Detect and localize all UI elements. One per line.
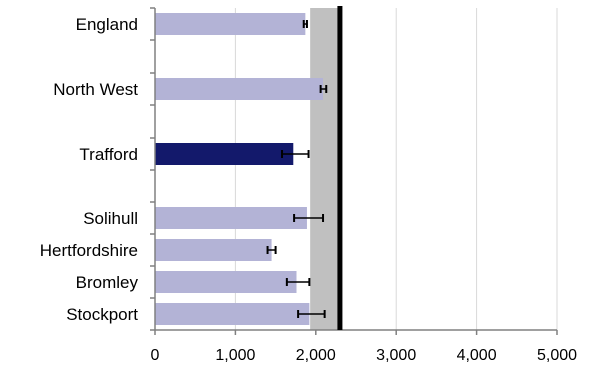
axes xyxy=(150,7,558,335)
error-bar-bromley xyxy=(285,278,311,286)
category-label-england: England xyxy=(76,15,138,34)
bar-north-west xyxy=(155,78,324,100)
tick-labels: 0 1,000 2,000 3,000 4,000 5,000 xyxy=(151,347,578,364)
x-tick-label-0: 0 xyxy=(151,347,160,364)
error-bar-trafford xyxy=(281,150,310,158)
bar-england xyxy=(155,13,306,35)
error-bar-hertfordshire xyxy=(266,246,277,254)
x-tick-label-5000: 5,000 xyxy=(537,347,577,364)
error-bar-solihull xyxy=(293,214,325,222)
category-label-hertfordshire: Hertfordshire xyxy=(40,241,138,260)
reference-band-group xyxy=(310,8,340,330)
error-bar-england xyxy=(302,20,308,28)
x-tick-label-1000: 1,000 xyxy=(215,347,255,364)
reference-band xyxy=(310,8,340,330)
error-bar-north-west xyxy=(319,85,328,93)
bar-trafford xyxy=(155,143,294,165)
error-bars-group xyxy=(266,20,328,318)
x-tick-label-2000: 2,000 xyxy=(296,347,336,364)
bar-bromley xyxy=(155,271,297,293)
error-bar-stockport xyxy=(297,310,326,318)
category-label-bromley: Bromley xyxy=(76,273,139,292)
bar-stockport xyxy=(155,303,310,325)
bar-hertfordshire xyxy=(155,239,272,261)
category-label-trafford: Trafford xyxy=(79,145,138,164)
category-label-stockport: Stockport xyxy=(66,305,138,324)
x-tick-label-3000: 3,000 xyxy=(376,347,416,364)
category-labels: England North West Trafford Solihull Hertfor… xyxy=(40,15,139,324)
category-label-solihull: Solihull xyxy=(83,209,138,228)
x-tick-label-4000: 4,000 xyxy=(457,347,497,364)
bars-group xyxy=(155,13,324,325)
category-label-north-west: North West xyxy=(53,80,138,99)
bar-solihull xyxy=(155,207,307,229)
